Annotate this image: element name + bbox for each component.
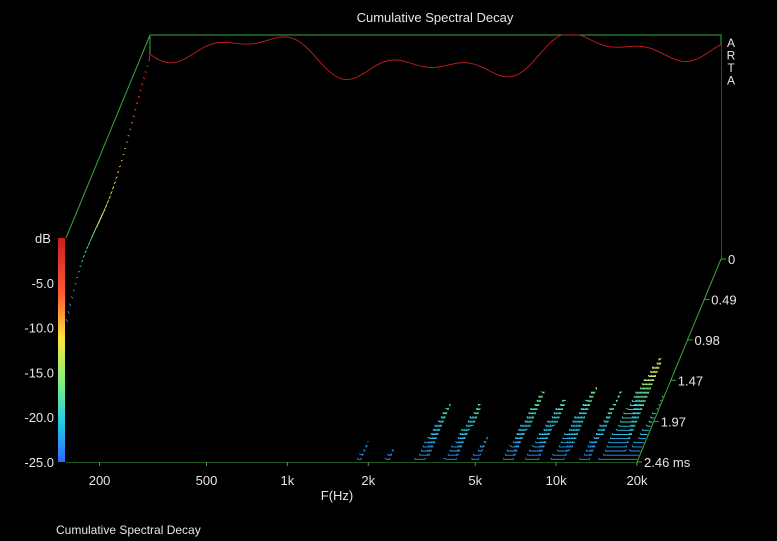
slice-mask <box>150 35 721 259</box>
time-tick-label: 0.49 <box>711 292 736 307</box>
x-tick-label: 20k <box>627 473 648 488</box>
x-tick-label: 2k <box>361 473 375 488</box>
footer-caption: Cumulative Spectral Decay <box>56 523 201 537</box>
time-tick-label: 2.46 ms <box>644 455 691 470</box>
z-tick-label: -15.0 <box>24 365 54 380</box>
brand-letter: R <box>727 49 736 63</box>
z-tick-label: -5.0 <box>32 276 54 291</box>
decay-slices <box>65 34 722 462</box>
time-tick-label: 1.47 <box>678 373 703 388</box>
z-tick-label: -10.0 <box>24 321 54 336</box>
time-tick-label: 1.97 <box>661 415 686 430</box>
chart-title: Cumulative Spectral Decay <box>357 10 514 25</box>
time-axis-ticks: 0 0.49 0.98 1.47 1.97 2.46 ms <box>636 252 737 470</box>
brand-letter: A <box>727 36 735 50</box>
brand-letter: A <box>727 74 735 88</box>
brand-letter: T <box>727 61 735 75</box>
z-axis-ticks: -5.0 -10.0 -15.0 -20.0 -25.0 <box>24 276 54 470</box>
frame-edge <box>65 34 151 239</box>
x-tick-label: 500 <box>196 473 218 488</box>
decay-slice-line <box>149 34 722 81</box>
x-axis-ticks: 200 500 1k 2k 5k 10k 20k <box>89 462 648 488</box>
color-scale-bar <box>58 238 65 462</box>
z-tick-label: -25.0 <box>24 455 54 470</box>
z-unit-label: dB <box>35 231 51 246</box>
time-axis-edge <box>636 258 722 463</box>
x-tick-label: 200 <box>89 473 111 488</box>
time-tick-label: 0 <box>728 252 735 267</box>
x-tick-label: 5k <box>468 473 482 488</box>
time-tick-label: 0.98 <box>695 333 720 348</box>
x-tick-label: 10k <box>546 473 567 488</box>
x-axis-label: F(Hz) <box>321 488 354 503</box>
z-tick-label: -20.0 <box>24 410 54 425</box>
x-tick-label: 1k <box>281 473 295 488</box>
